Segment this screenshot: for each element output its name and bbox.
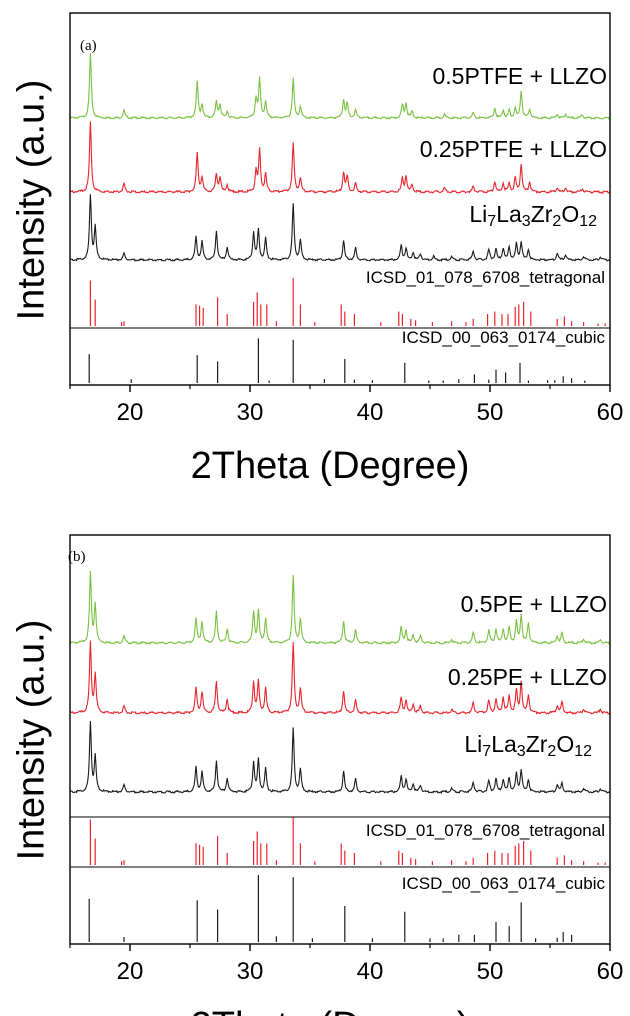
series-line [70,570,610,646]
x-tick-label: 60 [597,399,624,426]
plot-frame [69,12,611,386]
y-axis-title: Intensity (a.u.) [10,620,52,861]
series-label: 0.25PTFE + LLZO [420,136,607,162]
series-label: 0.5PE + LLZO [461,591,607,617]
series-label: Li7La3Zr2O12 [464,731,592,760]
reference-label: ICSD_00_063_0174_cubic [402,328,606,347]
x-tick-label: 40 [357,399,384,426]
x-axis-title: 2Theta (Degree) [191,1005,470,1016]
panel-label: (b) [68,549,86,565]
series-line [70,721,610,795]
x-tick-label: 50 [477,958,504,985]
x-tick-label: 30 [237,399,264,426]
series-label: 0.5PTFE + LLZO [433,63,608,89]
chart-panel-b: 20 30 40 50 60 2Theta (Degree) Intensity (a.u.… [10,534,624,1016]
chart-panel-a: 20 30 40 50 60 2Theta (Degree) Intensity (a.u.… [10,12,624,487]
panel-label: (a) [80,38,97,54]
plot-frame [69,534,611,945]
series-line [70,194,610,262]
series-label: 0.25PE + LLZO [448,664,607,690]
reference-label: ICSD_00_063_0174_cubic [402,874,606,893]
x-tick-label: 40 [357,958,384,985]
x-tick-label: 60 [597,958,624,985]
y-axis-title: Intensity (a.u.) [10,80,52,321]
x-axis-title: 2Theta (Degree) [191,445,470,487]
series-line [70,121,610,195]
reference-label: ICSD_01_078_6708_tetragonal [366,821,605,840]
x-tick-label: 20 [117,399,144,426]
series-line [70,52,610,120]
x-tick-label: 30 [237,958,264,985]
x-tick-label: 20 [117,958,144,985]
x-tick-label: 50 [477,399,504,426]
series-label: Li7La3Zr2O12 [469,201,597,230]
reference-label: ICSD_01_078_6708_tetragonal [366,268,605,287]
series-line [70,640,610,715]
